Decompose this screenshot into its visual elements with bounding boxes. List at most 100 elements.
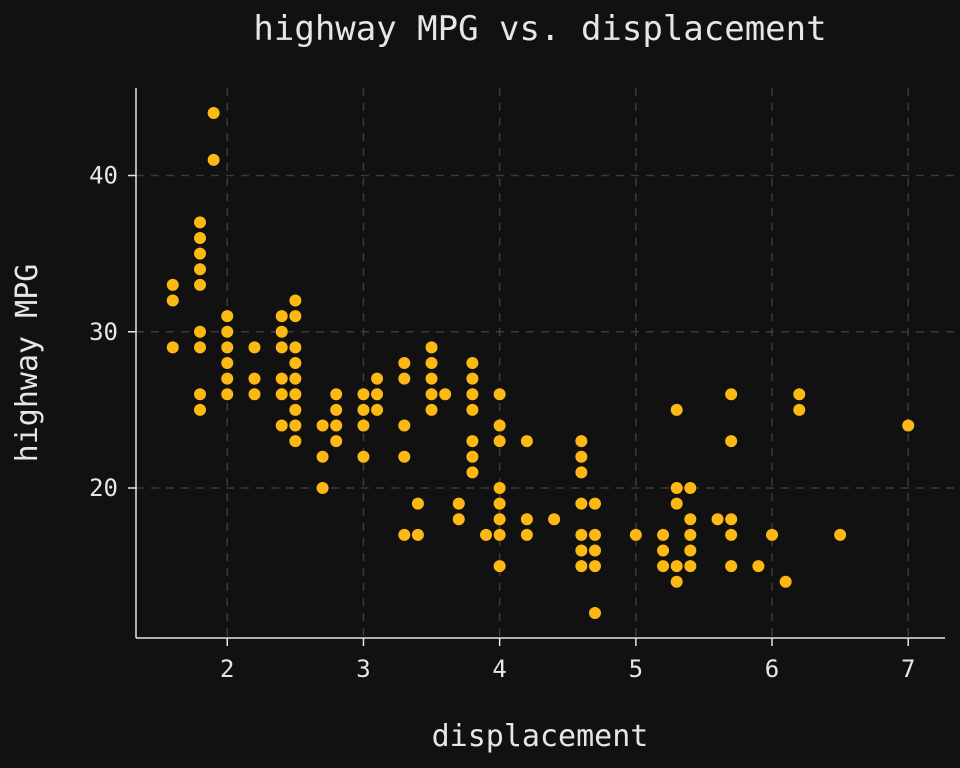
data-point — [194, 388, 207, 401]
data-point — [670, 403, 683, 416]
tick-labels: 2 3 4 5 6 7 20 30 40 — [89, 162, 915, 684]
data-point — [289, 372, 302, 385]
data-point — [357, 388, 370, 401]
data-point — [425, 341, 438, 354]
data-point — [834, 528, 847, 541]
data-point — [629, 528, 642, 541]
data-point — [588, 560, 601, 573]
data-point — [493, 435, 506, 448]
x-tick-label: 5 — [629, 655, 643, 683]
data-point — [357, 450, 370, 463]
data-points — [166, 107, 915, 619]
data-point — [371, 388, 384, 401]
data-point — [221, 388, 234, 401]
data-point — [221, 357, 234, 369]
data-point — [316, 482, 329, 494]
data-point — [289, 357, 302, 369]
data-point — [466, 403, 479, 416]
data-point — [248, 341, 261, 354]
data-point — [752, 560, 765, 573]
data-point — [207, 153, 220, 166]
data-point — [766, 528, 779, 541]
data-point — [575, 450, 588, 463]
data-point — [684, 544, 697, 557]
data-point — [411, 497, 424, 510]
data-point — [398, 528, 411, 541]
chart-title: highway MPG vs. displacement — [253, 9, 826, 49]
x-tick-label: 4 — [492, 655, 506, 683]
data-point — [289, 341, 302, 354]
data-point — [221, 325, 234, 338]
data-point — [793, 388, 806, 401]
data-point — [357, 403, 370, 416]
y-tick-label: 30 — [89, 318, 118, 346]
data-point — [575, 544, 588, 557]
data-point — [493, 560, 506, 573]
data-point — [411, 528, 424, 541]
data-point — [398, 357, 411, 369]
data-point — [793, 403, 806, 416]
data-point — [452, 513, 465, 526]
x-tick-label: 6 — [765, 655, 779, 683]
data-point — [248, 388, 261, 401]
data-point — [670, 575, 683, 588]
data-point — [248, 372, 261, 385]
y-tick-label: 20 — [89, 474, 118, 502]
data-point — [466, 450, 479, 463]
data-point — [657, 560, 670, 573]
data-point — [275, 388, 288, 401]
data-point — [493, 513, 506, 526]
data-point — [684, 528, 697, 541]
data-point — [275, 419, 288, 432]
data-point — [466, 372, 479, 385]
data-point — [588, 528, 601, 541]
grid-lines — [136, 88, 960, 638]
data-point — [725, 435, 738, 448]
axes — [128, 88, 945, 646]
data-point — [194, 247, 207, 260]
data-point — [670, 497, 683, 510]
data-point — [657, 544, 670, 557]
data-point — [684, 482, 697, 494]
data-point — [725, 560, 738, 573]
data-point — [452, 497, 465, 510]
data-point — [275, 325, 288, 338]
data-point — [425, 388, 438, 401]
data-point — [575, 435, 588, 448]
data-point — [493, 482, 506, 494]
data-point — [357, 419, 370, 432]
data-point — [425, 372, 438, 385]
data-point — [194, 278, 207, 291]
data-point — [902, 419, 915, 432]
data-point — [221, 372, 234, 385]
data-point — [425, 403, 438, 416]
data-point — [166, 294, 179, 307]
data-point — [289, 310, 302, 323]
data-point — [520, 435, 533, 448]
data-point — [520, 513, 533, 526]
data-point — [684, 513, 697, 526]
data-point — [330, 435, 343, 448]
data-point — [194, 403, 207, 416]
data-point — [588, 607, 601, 619]
data-point — [275, 310, 288, 323]
data-point — [575, 560, 588, 573]
data-point — [548, 513, 561, 526]
data-point — [194, 325, 207, 338]
data-point — [398, 450, 411, 463]
data-point — [330, 419, 343, 432]
data-point — [194, 341, 207, 354]
data-point — [194, 232, 207, 244]
data-point — [670, 482, 683, 494]
y-axis-label: highway MPG — [10, 264, 45, 463]
data-point — [221, 341, 234, 354]
data-point — [398, 419, 411, 432]
data-point — [316, 450, 329, 463]
data-point — [316, 419, 329, 432]
data-point — [398, 372, 411, 385]
data-point — [520, 528, 533, 541]
data-point — [575, 528, 588, 541]
data-point — [275, 372, 288, 385]
data-point — [725, 528, 738, 541]
data-point — [480, 528, 493, 541]
